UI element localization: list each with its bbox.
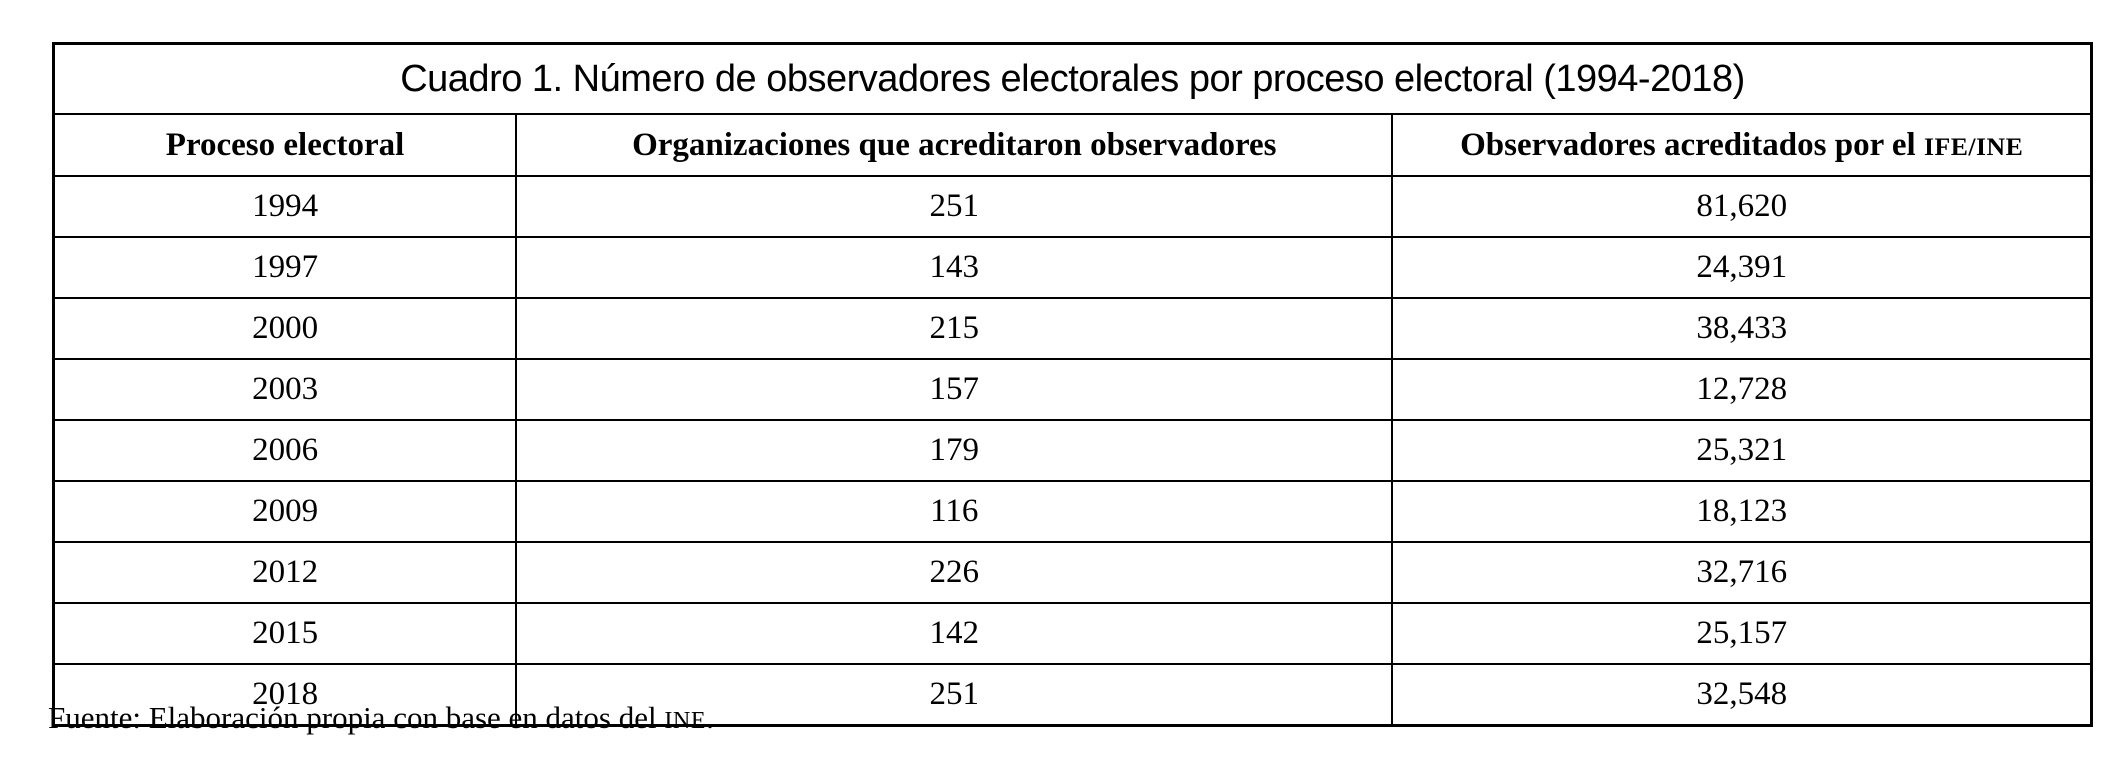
cell-organizations: 179 [515, 419, 1394, 482]
cell-organizations: 143 [515, 236, 1394, 299]
cell-year: 2015 [52, 602, 518, 665]
cell-organizations: 215 [515, 297, 1394, 360]
cell-year: 2012 [52, 541, 518, 604]
table-row: 1994 251 81,620 [52, 175, 2093, 238]
cell-organizations: 157 [515, 358, 1394, 421]
observers-table: Cuadro 1. Número de observadores elector… [52, 42, 2093, 727]
table-row: 2015 142 25,157 [52, 602, 2093, 665]
table-row: 2018 251 32,548 [52, 663, 2093, 727]
table-row: 2012 226 32,716 [52, 541, 2093, 604]
cell-organizations: 251 [515, 175, 1394, 238]
table-title: Cuadro 1. Número de observadores elector… [52, 42, 2093, 115]
cell-observers: 25,321 [1391, 419, 2093, 482]
table-title-row: Cuadro 1. Número de observadores elector… [52, 42, 2093, 115]
cell-year: 2006 [52, 419, 518, 482]
cell-observers: 32,716 [1391, 541, 2093, 604]
cell-organizations: 116 [515, 480, 1394, 543]
cell-observers: 38,433 [1391, 297, 2093, 360]
table-row: 2000 215 38,433 [52, 297, 2093, 360]
table-row: 2003 157 12,728 [52, 358, 2093, 421]
cell-observers: 18,123 [1391, 480, 2093, 543]
table-header-row: Proceso electoral Organizaciones que acr… [52, 113, 2093, 177]
cell-year: 2018 [52, 663, 518, 727]
cell-organizations: 251 [515, 663, 1394, 727]
cell-observers: 32,548 [1391, 663, 2093, 727]
table-row: 2009 116 18,123 [52, 480, 2093, 543]
column-header-proceso-electoral: Proceso electoral [52, 113, 518, 177]
cell-year: 2000 [52, 297, 518, 360]
column-header-ife-ine-smallcaps: IFE/INE [1923, 131, 2024, 161]
column-header-organizaciones: Organizaciones que acreditaron observado… [515, 113, 1394, 177]
table-row: 2006 179 25,321 [52, 419, 2093, 482]
source-note-period: . [706, 700, 714, 735]
source-note-text: Fuente: Elaboración propia con base en d… [48, 700, 665, 735]
cell-observers: 24,391 [1391, 236, 2093, 299]
cell-year: 1994 [52, 175, 518, 238]
cell-organizations: 226 [515, 541, 1394, 604]
column-header-observadores: Observadores acreditados por el IFE/INE [1391, 113, 2093, 177]
cell-observers: 25,157 [1391, 602, 2093, 665]
source-note-ine-smallcaps: INE [664, 707, 707, 734]
table-row: 1997 143 24,391 [52, 236, 2093, 299]
cell-year: 1997 [52, 236, 518, 299]
cell-observers: 81,620 [1391, 175, 2093, 238]
cell-observers: 12,728 [1391, 358, 2093, 421]
cell-year: 2009 [52, 480, 518, 543]
column-header-observadores-text: Observadores acreditados por el [1460, 126, 1924, 163]
cell-year: 2003 [52, 358, 518, 421]
cell-organizations: 142 [515, 602, 1394, 665]
source-note: Fuente: Elaboración propia con base en d… [48, 700, 714, 736]
